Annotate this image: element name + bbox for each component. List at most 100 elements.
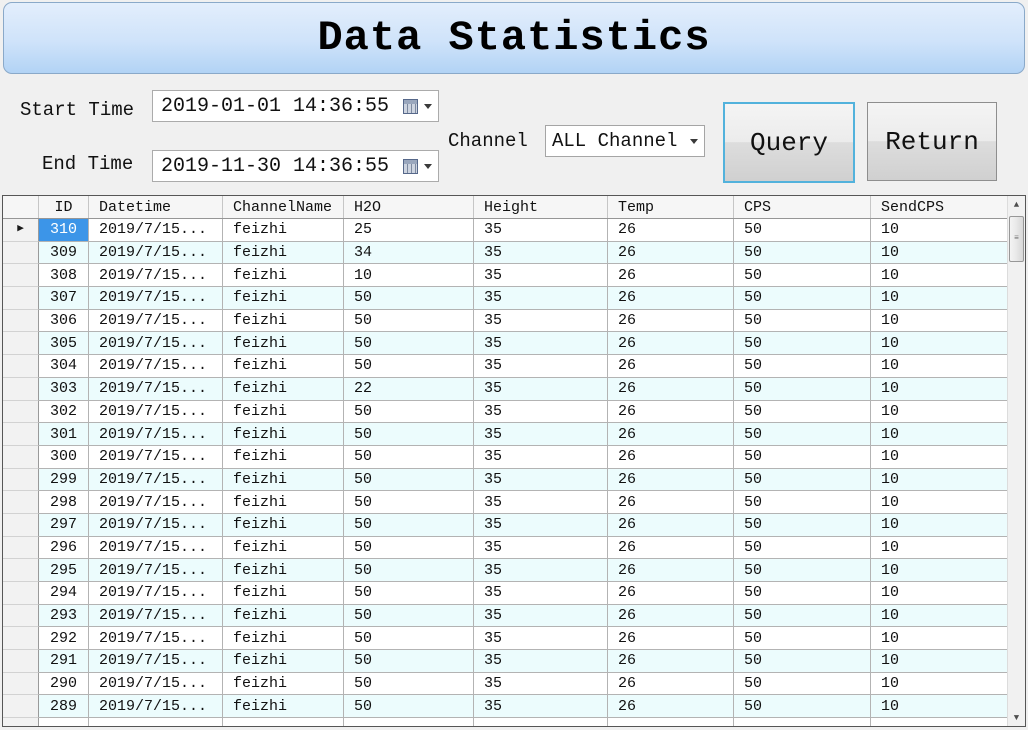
cell-h2o[interactable]: 25: [344, 219, 474, 242]
cell-temp[interactable]: 26: [608, 650, 734, 673]
cell-cps[interactable]: 50: [734, 241, 871, 265]
table-row[interactable]: ▶ 310 2019/7/15... feizhi 25 35 26 50 10: [3, 219, 1008, 242]
cell-sendcps[interactable]: 10: [871, 514, 1008, 537]
cell-channelname[interactable]: feizhi: [223, 536, 344, 560]
cell-h2o[interactable]: 50: [344, 582, 474, 605]
table-row[interactable]: ▶ 301 2019/7/15... feizhi 50 35 26 50 10: [3, 423, 1008, 446]
row-header-cell[interactable]: ▶: [3, 219, 39, 242]
cell-sendcps[interactable]: 10: [871, 310, 1008, 333]
cell-h2o[interactable]: 50: [344, 287, 474, 310]
column-header-temp[interactable]: Temp: [608, 196, 734, 218]
cell-cps[interactable]: 50: [734, 695, 871, 719]
cell-id[interactable]: 306: [39, 309, 89, 333]
cell-channelname[interactable]: feizhi: [223, 332, 344, 356]
cell-cps[interactable]: 50: [734, 468, 871, 492]
cell-id[interactable]: 309: [39, 241, 89, 265]
row-header-cell[interactable]: ▶: [3, 241, 39, 265]
cell-id[interactable]: [39, 718, 89, 726]
cell-datetime[interactable]: [89, 718, 223, 726]
channel-select[interactable]: ALL Channel: [545, 125, 705, 157]
vertical-scrollbar[interactable]: ▲ ≡ ▼: [1007, 196, 1025, 726]
cell-h2o[interactable]: 50: [344, 604, 474, 628]
cell-temp[interactable]: 26: [608, 287, 734, 310]
cell-sendcps[interactable]: 10: [871, 401, 1008, 424]
cell-temp[interactable]: 26: [608, 604, 734, 628]
column-header-id[interactable]: ID: [39, 196, 89, 218]
row-header-cell[interactable]: ▶: [3, 264, 39, 288]
cell-channelname[interactable]: feizhi: [223, 400, 344, 424]
cell-sendcps[interactable]: 10: [871, 446, 1008, 469]
cell-h2o[interactable]: 50: [344, 491, 474, 514]
cell-h2o[interactable]: 50: [344, 627, 474, 651]
cell-h2o[interactable]: 50: [344, 695, 474, 719]
cell-h2o[interactable]: 10: [344, 264, 474, 288]
cell-id[interactable]: 297: [39, 513, 89, 537]
cell-cps[interactable]: 50: [734, 332, 871, 356]
chevron-down-icon[interactable]: [690, 138, 698, 144]
cell-id[interactable]: 307: [39, 287, 89, 310]
end-time-picker[interactable]: 2019-11-30 14:36:55: [152, 150, 439, 182]
cell-temp[interactable]: 26: [608, 627, 734, 651]
row-header-cell[interactable]: ▶: [3, 287, 39, 310]
cell-cps[interactable]: 50: [734, 650, 871, 673]
table-row[interactable]: ▶ 306 2019/7/15... feizhi 50 35 26 50 10: [3, 309, 1008, 333]
row-header-cell[interactable]: ▶: [3, 468, 39, 492]
column-header-height[interactable]: Height: [474, 196, 608, 218]
column-header-channelname[interactable]: ChannelName: [223, 196, 344, 218]
cell-id[interactable]: 304: [39, 355, 89, 378]
cell-cps[interactable]: 50: [734, 491, 871, 514]
cell-datetime[interactable]: 2019/7/15...: [89, 650, 223, 673]
row-header-cell[interactable]: ▶: [3, 627, 39, 651]
cell-sendcps[interactable]: 10: [871, 537, 1008, 560]
cell-temp[interactable]: 26: [608, 264, 734, 288]
cell-h2o[interactable]: 50: [344, 468, 474, 492]
column-header-datetime[interactable]: Datetime: [89, 196, 223, 218]
cell-sendcps[interactable]: 10: [871, 355, 1008, 378]
cell-channelname[interactable]: feizhi: [223, 582, 344, 605]
table-row[interactable]: ▶ 300 2019/7/15... feizhi 50 35 26 50 10: [3, 445, 1008, 469]
cell-sendcps[interactable]: 10: [871, 582, 1008, 605]
cell-height[interactable]: [474, 718, 608, 726]
table-row[interactable]: ▶ 291 2019/7/15... feizhi 50 35 26 50 10: [3, 650, 1008, 673]
table-row[interactable]: ▶ 292 2019/7/15... feizhi 50 35 26 50 10: [3, 627, 1008, 651]
row-header-cell[interactable]: ▶: [3, 604, 39, 628]
cell-sendcps[interactable]: 10: [871, 287, 1008, 310]
cell-cps[interactable]: 50: [734, 219, 871, 242]
cell-sendcps[interactable]: 10: [871, 378, 1008, 401]
row-header-cell[interactable]: ▶: [3, 309, 39, 333]
cell-temp[interactable]: 26: [608, 400, 734, 424]
cell-cps[interactable]: 50: [734, 400, 871, 424]
cell-height[interactable]: 35: [474, 650, 608, 673]
cell-h2o[interactable]: 50: [344, 355, 474, 378]
cell-height[interactable]: 35: [474, 287, 608, 310]
return-button[interactable]: Return: [867, 102, 997, 181]
chevron-down-icon[interactable]: [424, 163, 432, 169]
cell-height[interactable]: 35: [474, 468, 608, 492]
cell-sendcps[interactable]: 10: [871, 491, 1008, 514]
scroll-up-icon[interactable]: ▲: [1008, 196, 1025, 213]
cell-id[interactable]: 295: [39, 559, 89, 582]
cell-channelname[interactable]: feizhi: [223, 491, 344, 514]
cell-datetime[interactable]: 2019/7/15...: [89, 604, 223, 628]
cell-channelname[interactable]: feizhi: [223, 513, 344, 537]
cell-cps[interactable]: [734, 718, 871, 726]
cell-channelname[interactable]: feizhi: [223, 264, 344, 288]
cell-sendcps[interactable]: 10: [871, 332, 1008, 356]
cell-temp[interactable]: 26: [608, 423, 734, 446]
cell-sendcps[interactable]: 10: [871, 650, 1008, 673]
cell-cps[interactable]: 50: [734, 287, 871, 310]
cell-datetime[interactable]: 2019/7/15...: [89, 559, 223, 582]
cell-h2o[interactable]: [344, 718, 474, 726]
cell-datetime[interactable]: 2019/7/15...: [89, 513, 223, 537]
cell-datetime[interactable]: 2019/7/15...: [89, 264, 223, 288]
cell-temp[interactable]: 26: [608, 582, 734, 605]
start-time-picker[interactable]: 2019-01-01 14:36:55: [152, 90, 439, 122]
cell-datetime[interactable]: 2019/7/15...: [89, 287, 223, 310]
cell-channelname[interactable]: feizhi: [223, 377, 344, 401]
cell-channelname[interactable]: feizhi: [223, 604, 344, 628]
cell-datetime[interactable]: 2019/7/15...: [89, 695, 223, 719]
row-header-cell[interactable]: ▶: [3, 672, 39, 696]
cell-id[interactable]: 291: [39, 650, 89, 673]
table-row[interactable]: ▶ 290 2019/7/15... feizhi 50 35 26 50 10: [3, 672, 1008, 696]
chevron-down-icon[interactable]: [424, 103, 432, 109]
